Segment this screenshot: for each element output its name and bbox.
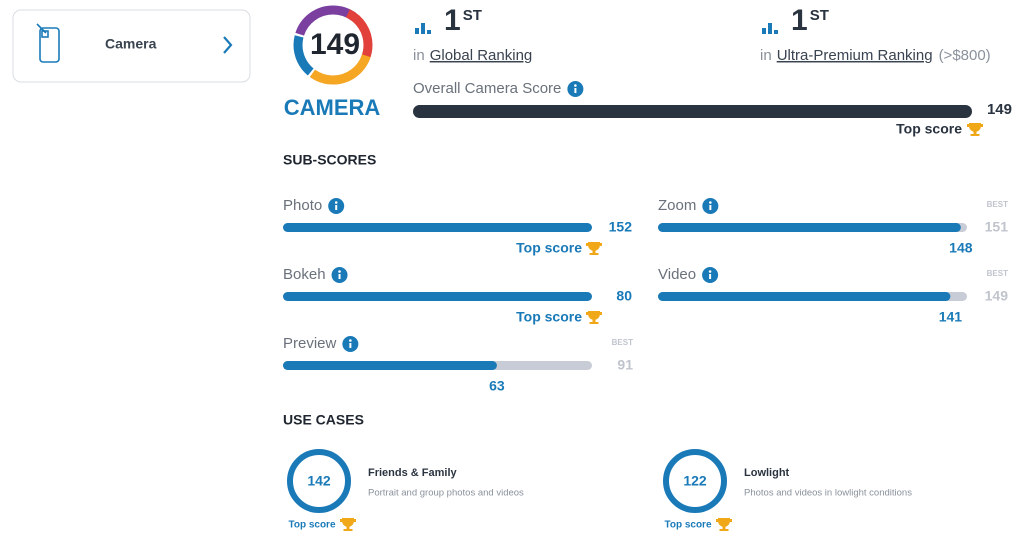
rank-bar [768, 23, 772, 34]
rank-note: (>$800) [939, 47, 991, 64]
rank-prefix: in [760, 47, 772, 64]
subscore-label: Bokeh [283, 266, 326, 283]
ranking-icon [415, 23, 431, 34]
use-case-ring [287, 449, 351, 513]
rank-number: 1 [791, 4, 808, 37]
use-case-name: Friends & Family [368, 467, 458, 479]
subscore-value: 148 [949, 240, 973, 256]
info-icon[interactable] [702, 198, 719, 214]
overall-top: Top score [896, 121, 962, 137]
info-dot [709, 201, 712, 204]
section-title: SUB-SCORES [283, 152, 376, 168]
use-case-score: 122 [683, 473, 707, 489]
best-label: BEST [987, 200, 1008, 209]
phone-icon [36, 23, 60, 63]
rank-bar [762, 28, 766, 34]
subscore-value: 63 [489, 378, 505, 394]
rank-link[interactable]: Global Ranking [430, 47, 533, 64]
overall-value: 149 [987, 101, 1012, 118]
info-dot [574, 84, 577, 87]
best-value: 91 [617, 357, 633, 373]
info-icon[interactable] [567, 81, 584, 97]
use-case-desc: Photos and videos in lowlight conditions [744, 488, 912, 499]
use-case-desc: Portrait and group photos and videos [368, 488, 524, 499]
subscore-bar [283, 292, 592, 301]
overall-bar [413, 105, 972, 118]
info-icon[interactable] [342, 336, 359, 352]
chevron[interactable] [223, 36, 233, 54]
info-dot [334, 201, 338, 204]
sidebar-card[interactable] [12, 9, 251, 83]
trophy-icon [716, 518, 732, 531]
use-case-name: Lowlight [744, 467, 790, 479]
subscore-label: Video [658, 266, 696, 283]
info-icon[interactable] [702, 267, 719, 283]
trophy-icon [586, 311, 602, 324]
rank-link[interactable]: Ultra-Premium Ranking [777, 47, 933, 64]
trophy-icon [586, 242, 602, 255]
subscore-label: Zoom [658, 197, 696, 214]
use-case-top: Top score [288, 520, 335, 531]
subscore-top: Top score [516, 309, 582, 325]
subscore-bar [658, 292, 951, 301]
info-dot [338, 270, 341, 273]
badge-score: 149 [310, 28, 360, 61]
subscore-bar [283, 223, 592, 232]
subscore-bar [658, 223, 961, 232]
rank-bar [427, 30, 431, 34]
trophy-icon [967, 123, 983, 136]
rank-bar [415, 28, 419, 34]
badge-ring [293, 5, 373, 85]
subscore-top: Top score [516, 240, 582, 256]
use-case-top: Top score [664, 520, 711, 531]
use-case-ring [663, 449, 727, 513]
rank-suffix: ST [463, 7, 482, 24]
rank-number: 1 [444, 4, 461, 37]
info-dot [349, 339, 352, 342]
subscore-label: Preview [283, 335, 337, 352]
overall-label: Overall Camera Score [413, 80, 561, 97]
subscore-value: 152 [609, 219, 633, 235]
rank-suffix: ST [810, 7, 829, 24]
section-title: USE CASES [283, 412, 364, 428]
info-dot [708, 270, 712, 273]
subscore-bar [283, 361, 497, 370]
info-icon[interactable] [328, 198, 345, 214]
subscore-value: 80 [616, 288, 632, 304]
trophy-icon [340, 518, 356, 531]
best-value: 149 [985, 288, 1009, 304]
best-label: BEST [612, 338, 633, 347]
subscore-value: 141 [939, 309, 963, 325]
ranking-icon [762, 23, 778, 34]
sidebar-label[interactable]: Camera [105, 36, 157, 52]
rank-bar [421, 23, 425, 34]
best-value: 151 [985, 219, 1009, 235]
badge-label: CAMERA [284, 95, 381, 120]
use-case-score: 142 [307, 473, 331, 489]
rank-prefix: in [413, 47, 425, 64]
rank-bar [774, 30, 778, 34]
best-label: BEST [987, 269, 1008, 278]
subscore-label: Photo [283, 197, 322, 214]
info-icon[interactable] [331, 267, 348, 283]
